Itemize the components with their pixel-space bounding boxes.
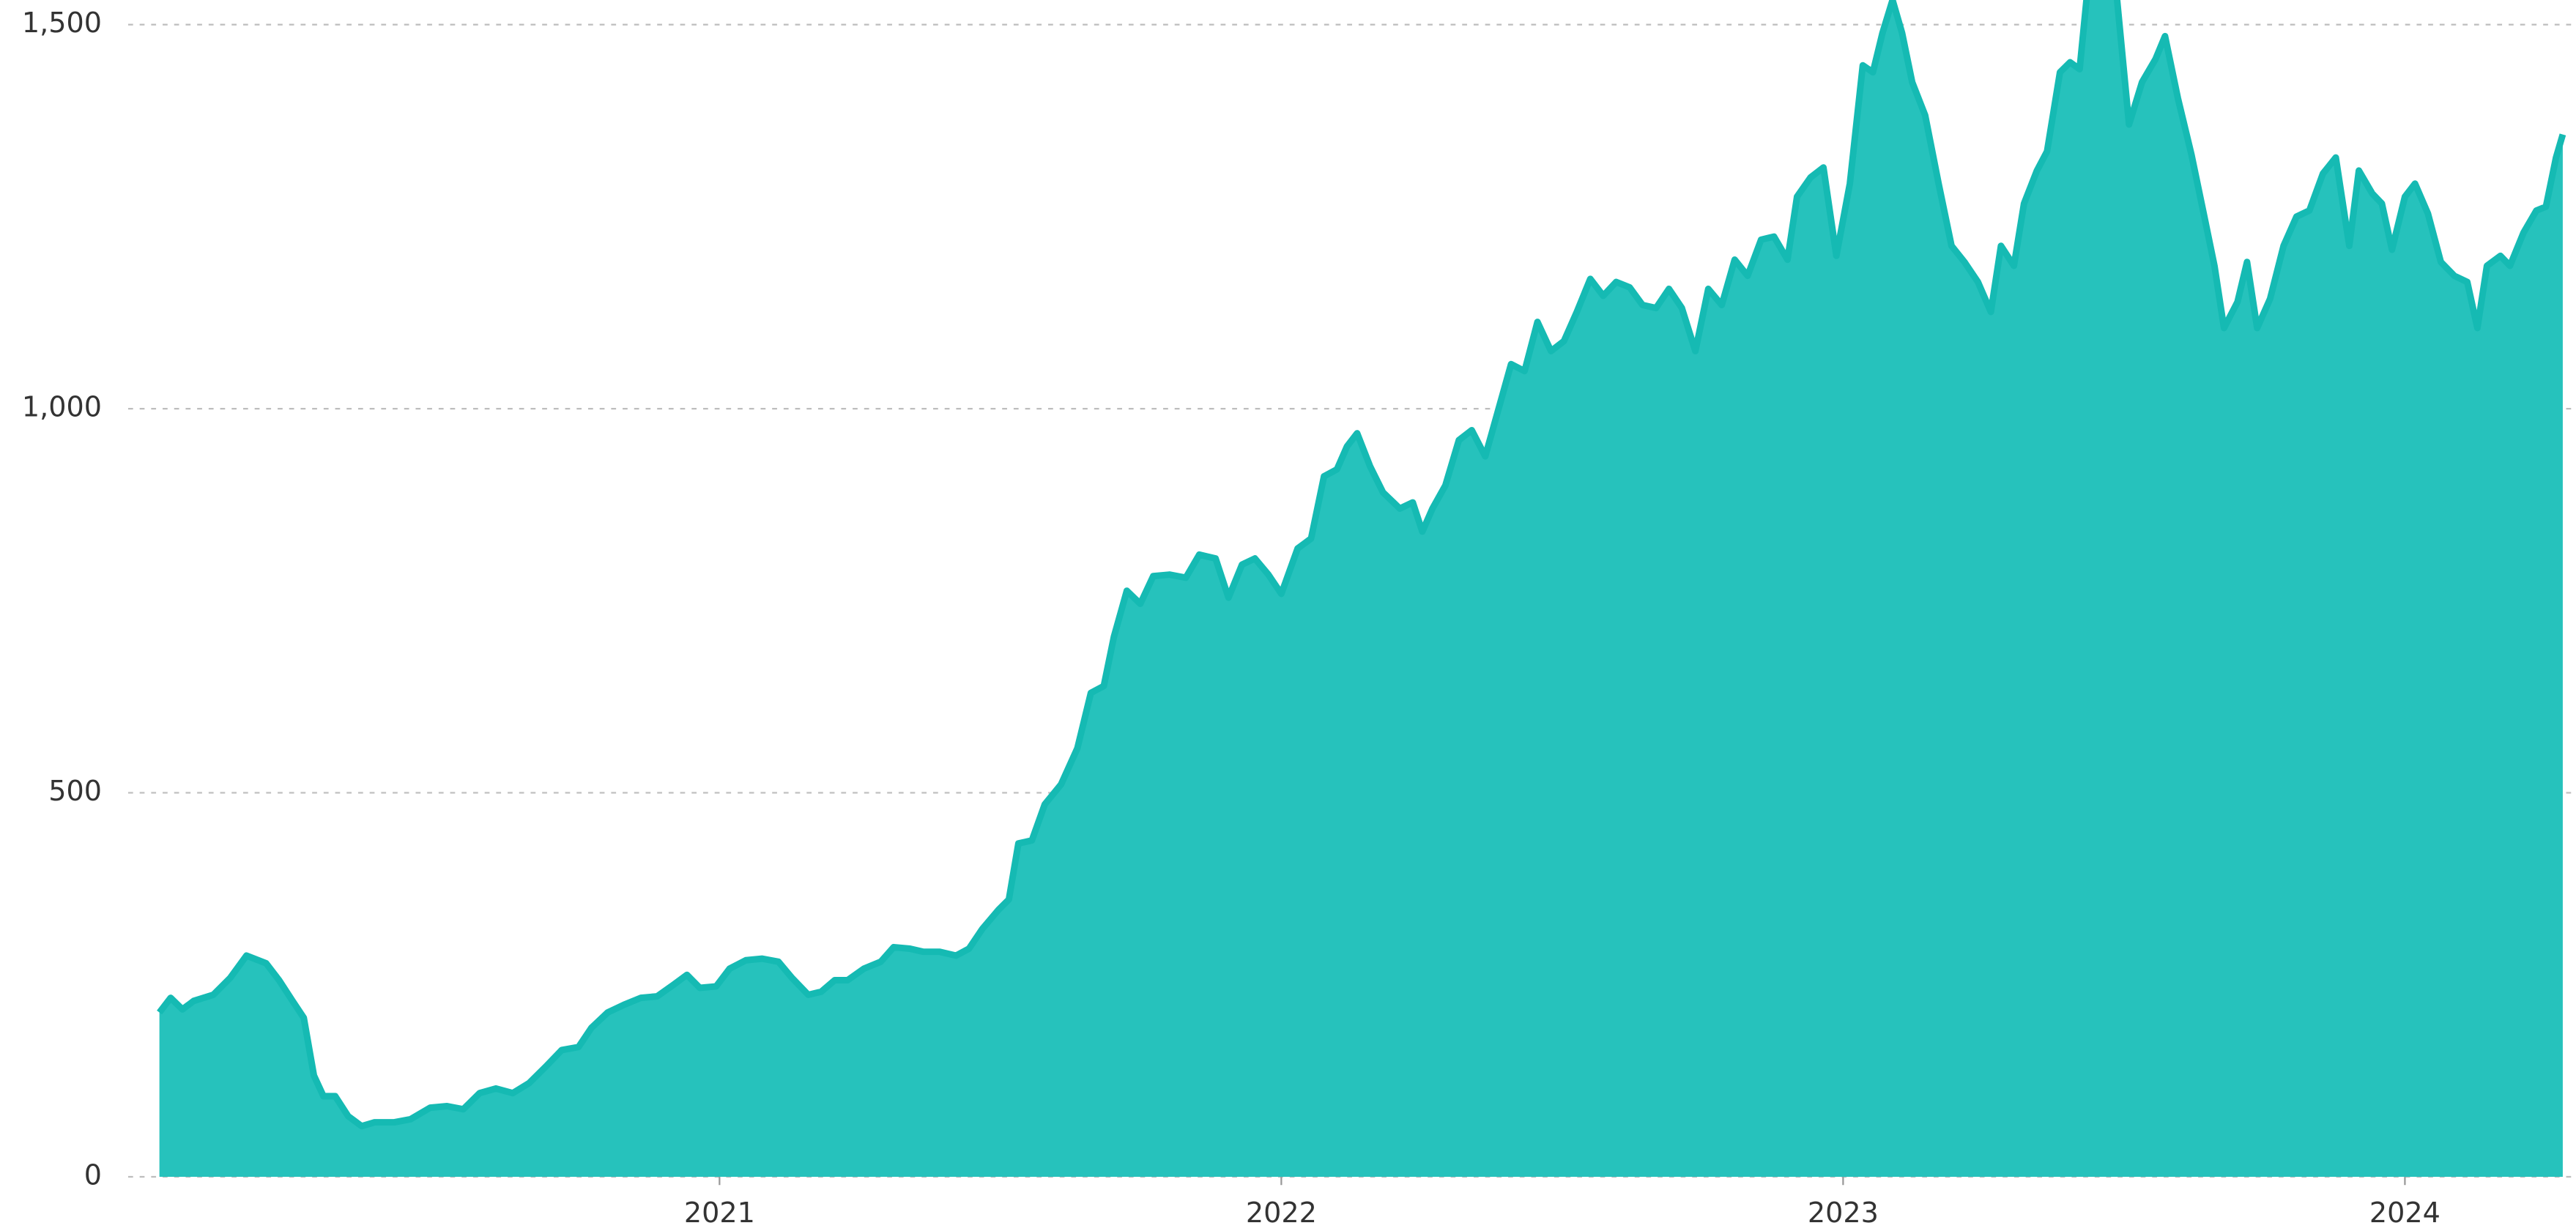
- x-tick-label: 2023: [1808, 1197, 1879, 1229]
- y-tick-label: 1,000: [22, 391, 102, 423]
- y-tick-label: 1,500: [22, 7, 102, 39]
- x-tick-label: 2022: [1246, 1197, 1317, 1229]
- x-tick-label: 2024: [2369, 1197, 2440, 1229]
- x-tick-label: 2021: [684, 1197, 755, 1229]
- area: [159, 0, 2563, 1178]
- line: [157, 0, 2566, 1130]
- y-tick-label: 0: [84, 1159, 102, 1191]
- y-tick-label: 500: [48, 775, 102, 807]
